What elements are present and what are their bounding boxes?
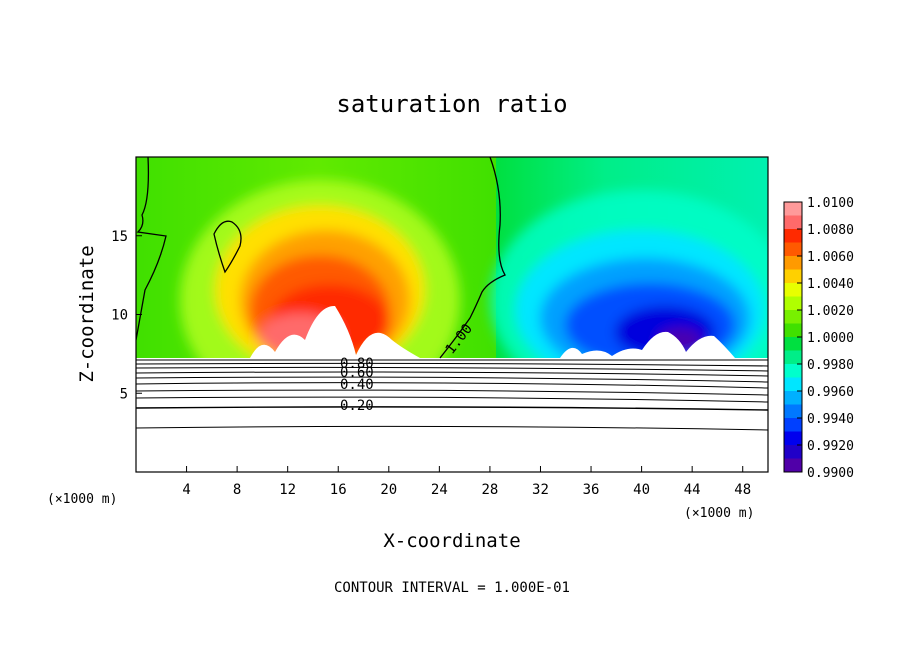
colorbar-swatch — [784, 202, 802, 216]
y-axis-ticks: 5 10 15 — [111, 229, 142, 402]
colorbar-swatch — [784, 337, 802, 351]
x-unit-left: (×1000 m) — [47, 492, 117, 507]
x-axis-ticks: 4 8 12 16 20 24 28 32 36 40 44 48 — [182, 466, 751, 498]
white-bump-right — [560, 331, 735, 358]
x-tick-label: 36 — [583, 482, 600, 498]
contour-label-0-40: 0.40 — [340, 377, 374, 393]
colorbar-swatch — [784, 256, 802, 270]
colorbar-tick-label: 0.9920 — [807, 439, 854, 454]
white-bump-left — [250, 305, 420, 358]
contour-1-00-island — [213, 220, 242, 274]
contour-interval-note: CONTOUR INTERVAL = 1.000E-01 — [334, 580, 570, 596]
colorbar-swatch — [784, 350, 802, 365]
colorbar-swatch — [784, 418, 802, 432]
y-tick-label: 15 — [111, 229, 128, 245]
x-tick-label: 44 — [684, 482, 701, 498]
x-tick-label: 12 — [279, 482, 296, 498]
colorbar-swatch — [784, 431, 802, 446]
lower-contours — [136, 359, 768, 431]
colorbar: 1.0100 1.0080 1.0060 1.0040 1.0020 1.0000 0.99… — [783, 196, 854, 481]
colorbar-swatch — [784, 242, 802, 257]
colorbar-swatch — [784, 458, 802, 473]
contour-1-00-left — [136, 157, 167, 341]
x-tick-label: 4 — [182, 482, 190, 498]
chart-title: saturation ratio — [336, 90, 567, 118]
x-tick-label: 20 — [380, 482, 397, 498]
x-tick-label: 16 — [330, 482, 347, 498]
colorbar-tick-label: 1.0060 — [807, 250, 854, 265]
colorbar-tick-label: 1.0040 — [807, 277, 854, 292]
x-tick-label: 40 — [633, 482, 650, 498]
colorbar-tick-label: 1.0000 — [807, 331, 854, 346]
contour-1-00-main — [439, 157, 506, 359]
contour-label-0-60: 0.60 — [340, 365, 374, 381]
y-tick-label: 5 — [120, 386, 128, 402]
colorbar-swatch — [784, 269, 802, 284]
contour-label-0-20: 0.20 — [340, 398, 374, 414]
colorbar-tick-label: 1.0020 — [807, 304, 854, 319]
heatmap-field — [136, 157, 768, 472]
colorbar-swatch — [784, 323, 802, 338]
colorbar-swatch — [784, 283, 802, 297]
colorbar-tick-label: 0.9900 — [807, 466, 854, 481]
x-tick-label: 48 — [734, 482, 751, 498]
colorbar-tick-label: 0.9980 — [807, 358, 854, 373]
colorbar-swatch — [784, 364, 802, 378]
contour-label-0-80: 0.80 — [340, 356, 374, 372]
colorbar-swatch — [784, 404, 802, 419]
x-tick-label: 28 — [481, 482, 498, 498]
y-axis-label: Z-coordinate — [76, 245, 98, 382]
x-unit-right: (×1000 m) — [684, 506, 754, 521]
colorbar-swatch — [784, 229, 802, 243]
x-tick-label: 8 — [233, 482, 241, 498]
white-lower-domain — [136, 358, 768, 472]
colorbar-tick-label: 0.9960 — [807, 385, 854, 400]
colorbar-swatch — [784, 215, 802, 230]
colorbar-tick-label: 1.0080 — [807, 223, 854, 238]
colorbar-swatch — [784, 445, 802, 459]
x-tick-label: 32 — [532, 482, 549, 498]
x-tick-label: 24 — [431, 482, 448, 498]
y-tick-label: 10 — [111, 308, 128, 324]
colorbar-swatch — [784, 310, 802, 324]
colorbar-tick-label: 0.9940 — [807, 412, 854, 427]
colorbar-swatch — [784, 391, 802, 405]
x-axis-label: X-coordinate — [383, 530, 520, 552]
colorbar-swatch — [784, 296, 802, 311]
colorbar-swatch — [784, 377, 802, 392]
colorbar-tick-label: 1.0100 — [807, 196, 854, 211]
